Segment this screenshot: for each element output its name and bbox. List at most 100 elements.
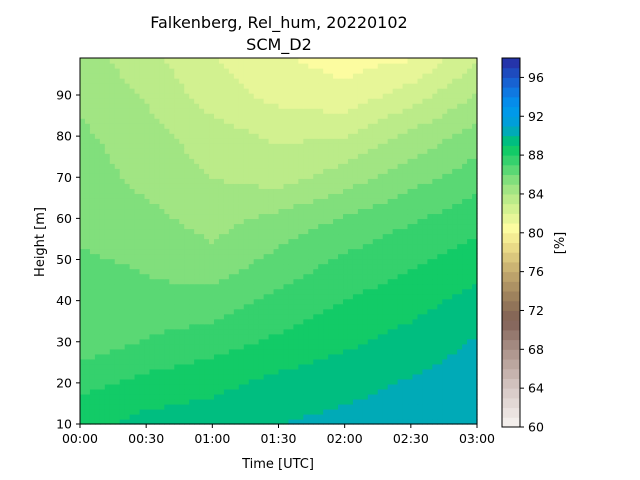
contour-cell	[199, 338, 205, 345]
contour-cell	[253, 208, 260, 215]
contour-cell	[124, 328, 131, 335]
contour-cell	[313, 413, 319, 420]
contour-cell	[144, 243, 151, 250]
contour-cell	[288, 208, 294, 215]
contour-cell	[278, 138, 285, 144]
contour-cell	[367, 118, 374, 124]
contour-cell	[452, 268, 458, 275]
contour-cell	[328, 143, 334, 149]
contour-cell	[432, 153, 438, 159]
contour-cell	[114, 238, 121, 245]
contour-cell	[308, 173, 314, 179]
contour-cell	[462, 373, 468, 380]
contour-cell	[99, 398, 106, 405]
contour-cell	[412, 328, 419, 335]
contour-cell	[283, 293, 290, 300]
contour-cell	[447, 148, 453, 154]
contour-cell	[347, 308, 354, 315]
contour-cell	[124, 273, 131, 280]
contour-cell	[164, 263, 170, 270]
contour-cell	[119, 248, 126, 255]
contour-cell	[288, 343, 294, 350]
contour-cell	[134, 168, 141, 174]
contour-cell	[164, 123, 170, 129]
contour-cell	[278, 203, 285, 210]
contour-cell	[124, 173, 131, 179]
contour-cell	[114, 298, 121, 305]
contour-cell	[80, 118, 86, 124]
contour-cell	[94, 288, 101, 295]
contour-cell	[452, 168, 458, 174]
contour-cell	[124, 168, 131, 174]
contour-cell	[417, 363, 424, 370]
contour-cell	[114, 313, 121, 320]
contour-cell	[407, 278, 414, 285]
contour-cell	[109, 228, 116, 235]
contour-cell	[228, 153, 235, 159]
contour-cell	[303, 128, 309, 134]
contour-cell	[397, 168, 404, 174]
contour-cell	[233, 218, 240, 225]
contour-cell	[174, 283, 180, 290]
contour-cell	[213, 308, 220, 315]
contour-cell	[457, 413, 463, 420]
contour-cell	[179, 318, 185, 325]
contour-cell	[273, 173, 280, 179]
contour-cell	[238, 363, 245, 370]
contour-cell	[129, 218, 136, 225]
contour-cell	[333, 168, 339, 174]
contour-cell	[149, 303, 156, 310]
contour-cell	[258, 238, 265, 245]
contour-cell	[382, 208, 389, 215]
contour-cell	[318, 263, 324, 270]
contour-cell	[204, 118, 210, 124]
contour-cell	[472, 378, 478, 385]
contour-cell	[189, 293, 195, 300]
contour-cell	[189, 178, 195, 184]
contour-cell	[104, 223, 111, 230]
contour-cell	[392, 333, 399, 340]
contour-cell	[194, 358, 200, 365]
contour-cell	[417, 323, 424, 330]
contour-cell	[293, 128, 299, 134]
contour-cell	[213, 233, 220, 240]
contour-cell	[154, 313, 160, 320]
contour-cell	[432, 353, 438, 360]
contour-cell	[204, 343, 210, 350]
contour-cell	[412, 113, 419, 119]
contour-cell	[303, 298, 309, 305]
contour-cell	[323, 248, 329, 255]
contour-cell	[432, 403, 438, 410]
contour-cell	[124, 213, 131, 220]
contour-cell	[199, 198, 205, 204]
contour-cell	[218, 208, 225, 215]
contour-cell	[288, 273, 294, 280]
contour-cell	[323, 118, 329, 124]
contour-cell	[397, 323, 404, 330]
contour-cell	[362, 283, 369, 290]
contour-cell	[472, 403, 478, 410]
contour-cell	[134, 208, 141, 215]
contour-cell	[417, 343, 424, 350]
contour-cell	[278, 213, 285, 220]
contour-cell	[253, 123, 260, 129]
contour-cell	[213, 208, 220, 215]
contour-cell	[283, 248, 290, 255]
contour-cell	[467, 348, 473, 355]
contour-cell	[273, 193, 280, 199]
contour-cell	[313, 253, 319, 260]
contour-cell	[238, 243, 245, 250]
contour-cell	[437, 173, 443, 179]
contour-cell	[402, 163, 409, 169]
contour-cell	[462, 333, 468, 340]
contour-cell	[243, 188, 250, 194]
contour-cell	[442, 253, 448, 260]
contour-cell	[159, 403, 165, 410]
contour-cell	[288, 268, 294, 275]
contour-cell	[298, 183, 304, 189]
contour-cell	[253, 418, 260, 425]
contour-cell	[268, 373, 275, 380]
contour-cell	[169, 303, 175, 310]
contour-cell	[228, 193, 235, 199]
contour-cell	[387, 198, 394, 204]
